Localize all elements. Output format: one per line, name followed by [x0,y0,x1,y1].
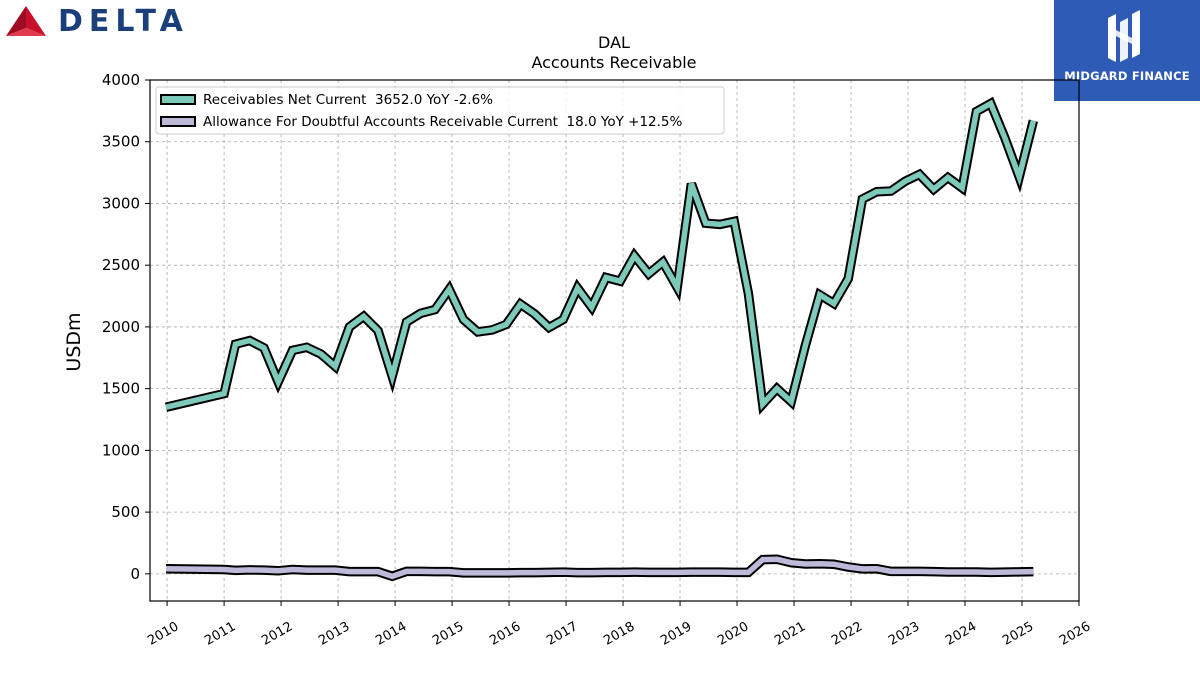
y-tick-label: 2000 [102,318,140,336]
y-axis-label: USDm [63,312,85,371]
x-tick-label: 2013 [316,619,352,649]
x-tick-label: 2012 [259,619,295,649]
series-layer [164,96,1039,582]
x-tick-label: 2010 [145,619,181,649]
x-tick-label: 2015 [430,619,466,649]
x-tick-label: 2016 [487,619,523,649]
x-tick-label: 2025 [1000,619,1036,649]
x-tick-label: 2026 [1057,619,1093,649]
delta-logo-text: DELTA [58,3,189,39]
midgard-logo-text: MIDGARD FINANCE [1064,69,1190,83]
chart-subtitle: Accounts Receivable [531,53,696,72]
legend-swatch-receivables [160,94,196,105]
y-tick-label: 1000 [102,441,140,459]
y-tick-label: 4000 [102,71,140,89]
y-tick-label: 3500 [102,133,140,151]
legend: Receivables Net Current 3652.0 YoY -2.6%… [155,86,725,135]
x-axis-ticks: 2010 2011 2012 2013 2014 2015 2016 2017 2018 2019… [145,601,1093,649]
plot-frame [149,79,1080,602]
y-axis-ticks: 0 500 1000 1500 2000 2500 3000 3500 4000 [102,71,150,583]
x-tick-label: 2021 [772,619,808,649]
x-tick-label: 2020 [715,619,751,649]
legend-box [155,86,725,135]
x-tick-label: 2018 [601,619,637,649]
x-tick-label: 2019 [658,619,694,649]
legend-label-receivables: Receivables Net Current 3652.0 YoY -2.6% [203,92,493,108]
series-line-0 [165,99,1037,411]
y-tick-label: 500 [111,503,140,521]
x-tick-label: 2023 [886,619,922,649]
legend-swatch-allowance [160,116,196,127]
x-tick-label: 2017 [544,619,580,649]
y-tick-label: 3000 [102,194,140,212]
grid-lines [150,79,1080,601]
x-tick-label: 2011 [202,619,238,649]
series-outline-0 [164,96,1039,415]
x-tick-label: 2014 [373,619,409,649]
delta-widget-icon [6,6,46,36]
y-tick-label: 1500 [102,380,140,398]
x-tick-label: 2024 [943,619,979,649]
y-tick-label: 2500 [102,256,140,274]
x-tick-label: 2022 [829,619,865,649]
series-line-1 [165,556,1034,580]
delta-logo: DELTA [4,2,189,40]
midgard-finance-badge: MIDGARD FINANCE [1054,0,1200,101]
y-tick-label: 0 [130,565,140,583]
legend-label-allowance: Allowance For Doubtful Accounts Receivab… [203,114,683,130]
chart-title: DAL [598,33,630,52]
midgard-m-icon [1108,10,1140,62]
